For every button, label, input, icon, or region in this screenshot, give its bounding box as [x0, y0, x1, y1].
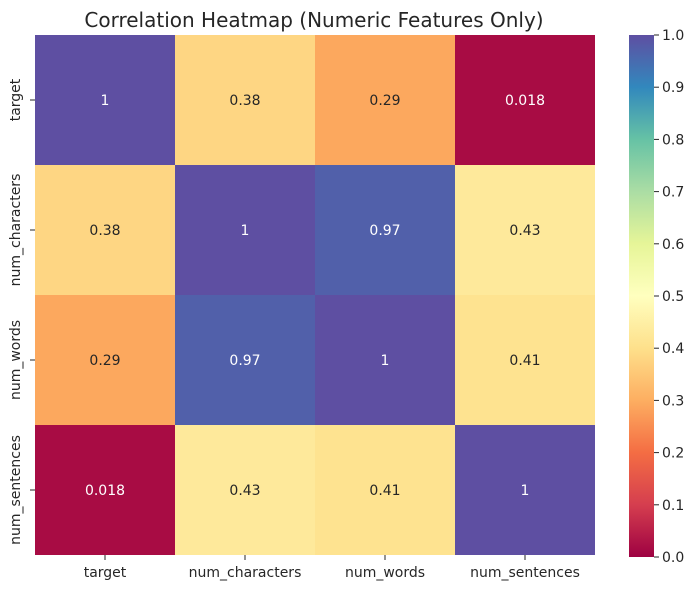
heatmap-cell-num_characters-num_words	[315, 165, 455, 295]
heatmap-cell-num_words-num_sentences	[455, 295, 595, 425]
heatmap-cell-target-num_characters	[175, 35, 315, 165]
x-tick-label-num_words: num_words	[345, 565, 425, 581]
x-tick-label-target: target	[84, 565, 127, 581]
heatmap-cell-target-target	[35, 35, 175, 165]
cell-label-num_words-num_sentences: 0.41	[509, 353, 540, 369]
x-tick-label-num_sentences: num_sentences	[470, 565, 580, 581]
colorbar-tick-label-0.1: 0.1	[662, 498, 684, 514]
heatmap-cell-num_words-target	[35, 295, 175, 425]
heatmap-cell-num_sentences-num_characters	[175, 425, 315, 555]
cell-label-num_characters-num_words: 0.97	[369, 223, 400, 239]
y-tick-label-num_words: num_words	[8, 320, 24, 400]
colorbar-gradient	[629, 35, 654, 557]
cell-label-num_sentences-target: 0.018	[85, 483, 125, 499]
heatmap-cells	[35, 35, 595, 555]
y-axis: target num_characters num_words num_sentenc…	[8, 78, 35, 545]
colorbar-tick-label-1.0: 1.0	[662, 28, 684, 44]
cell-label-num_sentences-num_characters: 0.43	[229, 483, 260, 499]
heatmap-cell-num_words-num_characters	[175, 295, 315, 425]
heatmap-cell-num_characters-target	[35, 165, 175, 295]
x-axis: target num_characters num_words num_sentenc…	[84, 555, 580, 581]
cell-label-target-num_characters: 0.38	[229, 93, 260, 109]
colorbar: 0.0 0.1 0.2 0.3 0.4 0.5 0.6 0.7 0.8 0.9 1.0	[629, 28, 684, 566]
cell-label-num_words-target: 0.29	[89, 353, 120, 369]
cell-label-target-num_sentences: 0.018	[505, 93, 545, 109]
cell-label-target-target: 1	[101, 93, 110, 109]
heatmap-cell-num_characters-num_characters	[175, 165, 315, 295]
y-tick-label-num_sentences: num_sentences	[8, 435, 24, 545]
colorbar-tick-label-0.2: 0.2	[662, 446, 684, 462]
colorbar-tick-label-0.8: 0.8	[662, 132, 684, 148]
cell-label-target-num_words: 0.29	[369, 93, 400, 109]
colorbar-tick-label-0.0: 0.0	[662, 550, 684, 566]
colorbar-tick-label-0.5: 0.5	[662, 289, 684, 305]
heatmap-cell-target-num_words	[315, 35, 455, 165]
cell-label-num_words-num_characters: 0.97	[229, 353, 260, 369]
colorbar-tick-label-0.4: 0.4	[662, 341, 684, 357]
cell-label-num_sentences-num_sentences: 1	[521, 483, 530, 499]
chart-title: Correlation Heatmap (Numeric Features On…	[84, 8, 543, 32]
heatmap-cell-labels: 1 0.38 0.29 0.018 0.38 1 0.97 0.43 0.29 0.97 1 0.41…	[85, 93, 545, 499]
colorbar-tick-label-0.9: 0.9	[662, 80, 684, 96]
heatmap-cell-num_characters-num_sentences	[455, 165, 595, 295]
colorbar-ticks: 0.0 0.1 0.2 0.3 0.4 0.5 0.6 0.7 0.8 0.9 1.0	[654, 28, 684, 566]
heatmap-cell-target-num_sentences	[455, 35, 595, 165]
cell-label-num_characters-num_sentences: 0.43	[509, 223, 540, 239]
colorbar-tick-label-0.6: 0.6	[662, 237, 684, 253]
y-tick-label-target: target	[8, 78, 24, 121]
heatmap-cell-num_sentences-num_words	[315, 425, 455, 555]
cell-label-num_words-num_words: 1	[381, 353, 390, 369]
heatmap-cell-num_sentences-num_sentences	[455, 425, 595, 555]
colorbar-tick-label-0.3: 0.3	[662, 393, 684, 409]
heatmap-cell-num_words-num_words	[315, 295, 455, 425]
heatmap-cell-num_sentences-target	[35, 425, 175, 555]
y-tick-label-num_characters: num_characters	[8, 174, 24, 287]
x-tick-label-num_characters: num_characters	[189, 565, 302, 581]
cell-label-num_characters-num_characters: 1	[241, 223, 250, 239]
cell-label-num_characters-target: 0.38	[89, 223, 120, 239]
colorbar-tick-label-0.7: 0.7	[662, 185, 684, 201]
cell-label-num_sentences-num_words: 0.41	[369, 483, 400, 499]
